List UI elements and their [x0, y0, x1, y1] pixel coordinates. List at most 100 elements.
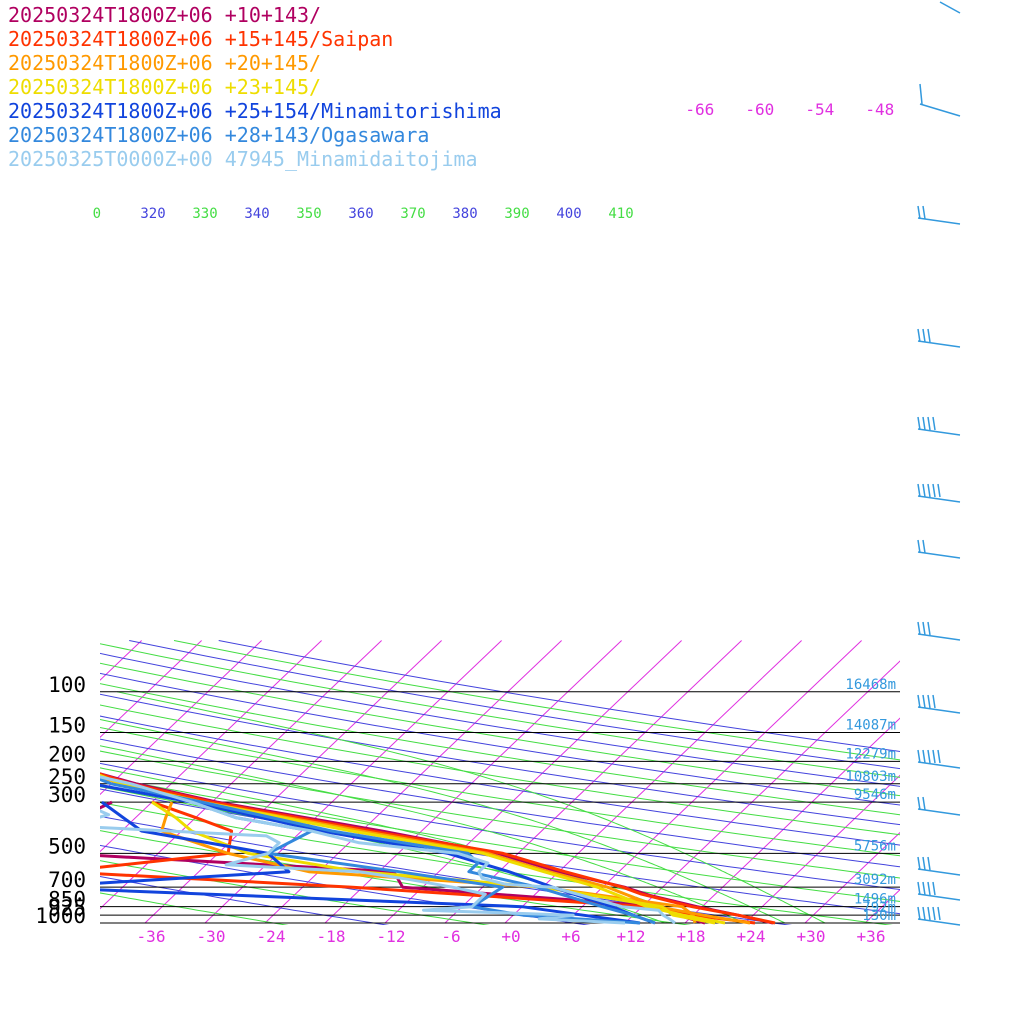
- theta-label: 390: [504, 206, 529, 222]
- isotherm-line: [204, 640, 502, 924]
- isotherm-label: -54: [805, 100, 834, 119]
- wind-barb: [917, 621, 961, 641]
- isotherm-line: [100, 640, 202, 738]
- height-label: 792m: [862, 900, 896, 916]
- pressure-label: 100: [48, 673, 86, 697]
- height-label: 14087m: [845, 718, 896, 734]
- theta-label: 320: [140, 206, 165, 222]
- wind-barb: [917, 856, 961, 876]
- wind-barbs: [917, 1, 961, 926]
- wind-barb: [917, 906, 961, 926]
- legend-entry: 20250324T1800Z+06 +25+154/Minamitorishim…: [8, 99, 502, 123]
- legend-entry: 20250324T1800Z+06 +15+145/Saipan: [8, 27, 393, 51]
- isotherm-label: -48: [865, 100, 894, 119]
- theta-label: 350: [296, 206, 321, 222]
- wind-barb: [917, 881, 961, 901]
- pressure-label: 850: [48, 888, 86, 912]
- height-label: 12279m: [845, 746, 896, 762]
- isotherm-line: [804, 831, 900, 924]
- wind-barb: [919, 83, 923, 105]
- height-label: 1496m: [854, 892, 896, 908]
- dry-adiabat-line: [100, 715, 900, 846]
- dry-adiabat-line: [100, 892, 289, 925]
- temperature-line-5: [100, 777, 656, 925]
- wind-barb: [917, 416, 961, 436]
- pressure-label: 250: [48, 765, 86, 789]
- legend-entry: 20250325T0000Z+00 47945_Minamidaitojima: [8, 147, 478, 171]
- dry-adiabats: [100, 640, 900, 925]
- theta-label: 400: [556, 206, 581, 222]
- wind-barb: [919, 103, 961, 117]
- temperature-line-4: [100, 783, 656, 925]
- temperature-tick-label: +36: [857, 927, 886, 946]
- temperature-line-1: [100, 772, 776, 925]
- dry-adiabat-line: [100, 750, 900, 879]
- pressure-label: 1000: [35, 904, 86, 928]
- axis-labels: 100 16468m 150 14087m 200 12279m 250 10803m 300 9…: [35, 100, 896, 946]
- isotherm-line: [684, 717, 900, 924]
- temperature-tick-label: +18: [677, 927, 706, 946]
- height-label: 10803m: [845, 769, 896, 785]
- theta-label: 380: [452, 206, 477, 222]
- temperature-tick-label: -6: [441, 927, 460, 946]
- dewpoint-line-1: [100, 800, 756, 925]
- dry-adiabat-line: [100, 775, 900, 902]
- temperature-tick-label: -24: [257, 927, 286, 946]
- isotherm-line: [444, 640, 742, 924]
- height-label: 130m: [862, 908, 896, 924]
- wind-barb: [917, 205, 961, 225]
- moist-adiabat-line: [100, 786, 666, 924]
- legend-entry: 20250324T1800Z+06 +23+145/: [8, 75, 321, 99]
- height-label: 16468m: [845, 677, 896, 693]
- temperature-tick-label: -36: [137, 927, 166, 946]
- dry-adiabat-line: [100, 672, 900, 806]
- temperature-tick-label: -12: [377, 927, 406, 946]
- temperature-tick-label: +0: [501, 927, 520, 946]
- temperature-tick-label: -18: [317, 927, 346, 946]
- legend-entry: 20250324T1800Z+06 +10+143/: [8, 3, 321, 27]
- isotherm-line: [0, 641, 22, 923]
- wind-barb: [917, 796, 961, 816]
- pressure-label: 925: [48, 896, 86, 920]
- temperature-tick-label: +30: [797, 927, 826, 946]
- temperature-tick-label: +12: [617, 927, 646, 946]
- pressure-label: 500: [48, 834, 86, 858]
- legend-entry: 20250324T1800Z+06 +20+145/: [8, 51, 321, 75]
- dry-adiabat-line: [100, 801, 893, 925]
- dry-adiabat-line: [100, 662, 900, 797]
- legend: 20250324T1800Z+06 +10+143/20250324T1800Z…: [8, 3, 502, 171]
- height-label: 5756m: [854, 838, 896, 854]
- dry-adiabat-line: [100, 652, 900, 787]
- temperature-tick-label: -30: [197, 927, 226, 946]
- wind-barb: [917, 749, 961, 769]
- dry-adiabat-line: [100, 762, 900, 891]
- dry-adiabat-line: [100, 683, 900, 816]
- wind-barb: [917, 539, 961, 559]
- dewpoint-line-6: [100, 809, 626, 925]
- theta-label: 330: [192, 206, 217, 222]
- theta-label: 360: [348, 206, 373, 222]
- theta-label: 370: [400, 206, 425, 222]
- sounding-profiles: [100, 772, 776, 925]
- pressure-label: 700: [48, 868, 86, 892]
- temperature-tick-label: +6: [561, 927, 580, 946]
- wind-barb: [939, 1, 961, 14]
- theta-label: 410: [608, 206, 633, 222]
- height-label: 3092m: [854, 872, 896, 888]
- dry-adiabat-line: [100, 738, 900, 868]
- dry-adiabat-line: [100, 693, 900, 826]
- isotherm-label: -60: [745, 100, 774, 119]
- wind-barb: [917, 694, 961, 714]
- temperature-line-6: [100, 775, 676, 925]
- dewpoint-line-2: [160, 801, 697, 924]
- pressure-label: 150: [48, 714, 86, 738]
- dry-adiabat-line: [100, 875, 390, 925]
- wind-barb: [917, 483, 961, 503]
- isotherm-line: [564, 640, 862, 924]
- isotherm-line: [264, 640, 562, 924]
- pressure-label: 300: [48, 783, 86, 807]
- temperature-line-3: [100, 773, 726, 925]
- isotherm-label: -66: [685, 100, 714, 119]
- dry-adiabat-line: [100, 643, 900, 778]
